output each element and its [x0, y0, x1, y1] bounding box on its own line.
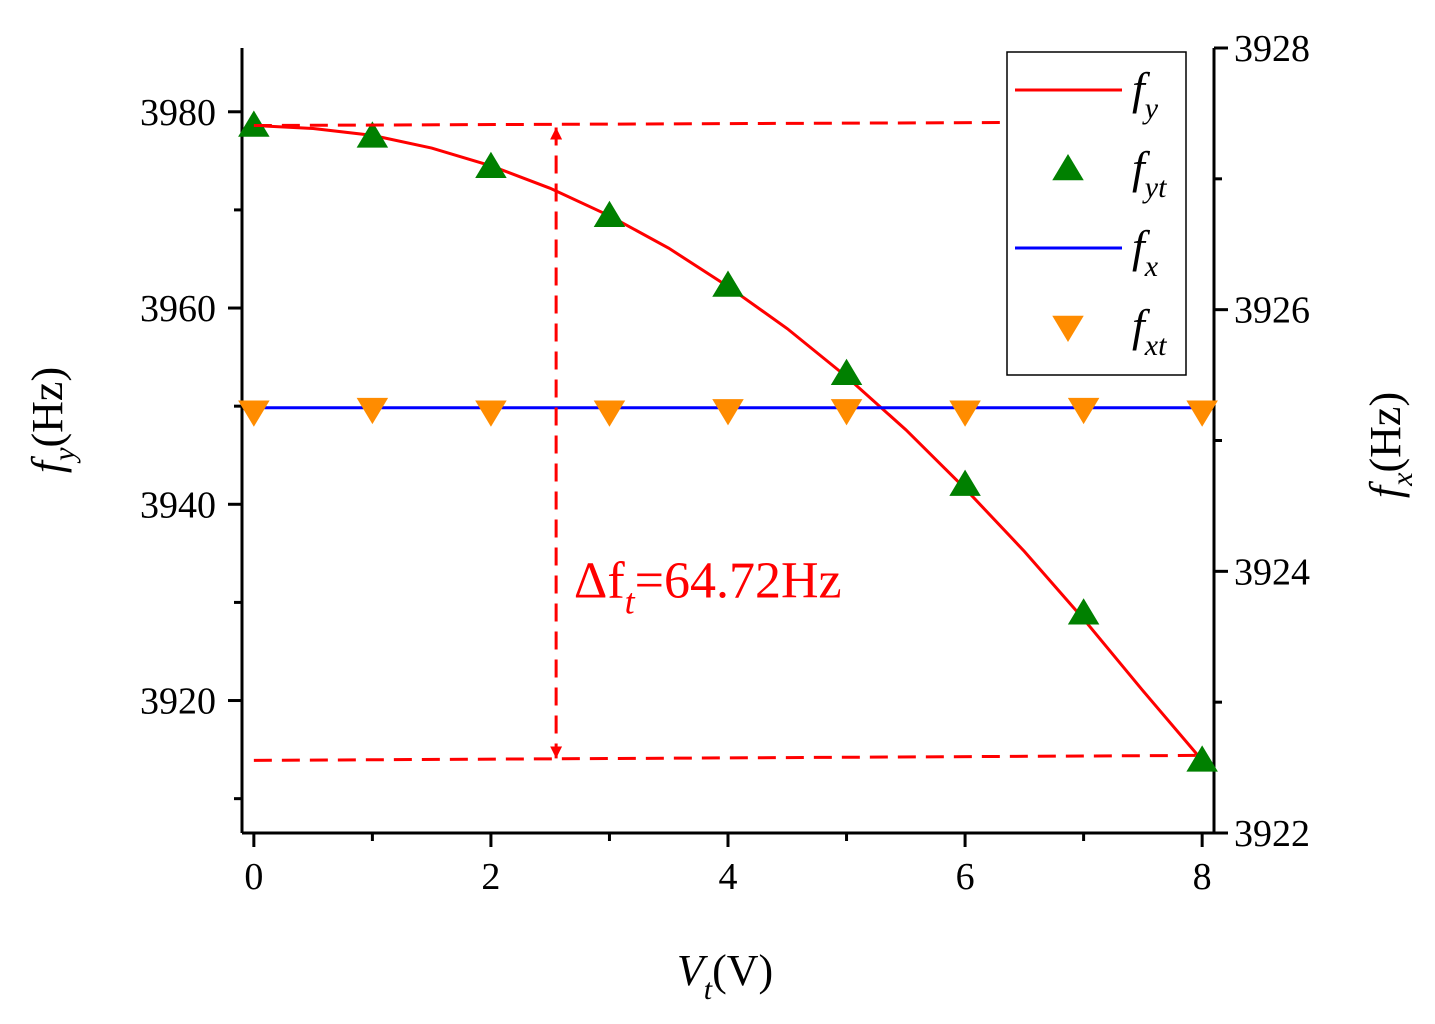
y-left-tick-label: 3920: [140, 681, 216, 723]
data-point-fyt: [356, 121, 389, 148]
series-fxt: [238, 397, 1218, 427]
data-point-fyt: [238, 110, 270, 137]
x-tick-label: 6: [956, 856, 975, 898]
x-tick-label: 4: [719, 856, 738, 898]
y-axis-left-label: fy(Hz): [23, 367, 81, 473]
data-point-fxt: [712, 399, 744, 426]
data-point-fxt: [830, 399, 863, 426]
legend-swatch-fxt: [1052, 315, 1084, 342]
y-right-tick-label: 3924: [1234, 551, 1310, 593]
y-left-tick-label: 3940: [140, 484, 216, 526]
x-axis-label-sub: t: [704, 973, 713, 1006]
upper-dashed-line: [253, 121, 1006, 128]
y-axis-left-label-sub: y: [48, 447, 81, 464]
legend-label-sub: y: [1142, 92, 1159, 125]
series-fyt: [238, 110, 1218, 772]
lower-dashed-line: [253, 753, 1203, 762]
data-point-fxt: [593, 400, 626, 427]
data-point-fyt: [593, 200, 626, 228]
y-left-tick-label: 3960: [140, 288, 216, 330]
data-point-fxt: [475, 400, 507, 427]
data-point-fxt: [949, 400, 981, 427]
series-layer: [238, 110, 1218, 772]
y-right-tick-label: 3928: [1234, 28, 1310, 70]
legend-box: [1006, 51, 1187, 376]
data-point-fxt: [356, 397, 389, 425]
x-tick-label: 2: [481, 856, 500, 898]
annotation-layer: Δft=64.72Hz: [253, 121, 1203, 762]
axis-ticks: 0 2 4 6 8 3920 3940 3960 3980 3922 3924 3926 3928: [140, 28, 1310, 898]
delta-annotation: Δft=64.72Hz: [574, 553, 842, 622]
data-point-fyt: [949, 469, 981, 496]
x-axis-label-main: V: [677, 946, 709, 995]
delta-annotation-main: Δf: [574, 553, 625, 610]
x-axis-label: Vt(V): [677, 946, 773, 1006]
data-point-fxt: [1067, 397, 1100, 425]
y-axis-right-label-unit: (Hz): [1361, 392, 1410, 473]
y-axis-right-label: fx(Hz): [1361, 392, 1419, 498]
y-axis-right-label-sub: x: [1386, 472, 1419, 487]
delta-annotation-sub: t: [625, 582, 636, 622]
legend-label-sub: xt: [1144, 329, 1167, 362]
data-point-fyt: [830, 358, 863, 386]
data-point-fyt: [712, 270, 744, 297]
y-right-tick-label: 3926: [1234, 290, 1310, 332]
data-point-fyt: [1067, 598, 1100, 625]
y-left-tick-label: 3980: [140, 92, 216, 134]
data-point-fxt: [238, 400, 270, 427]
delta-annotation-rest: =64.72Hz: [635, 553, 842, 610]
legend-label-sub: yt: [1142, 171, 1167, 204]
y-right-tick-label: 3922: [1234, 813, 1310, 855]
legend-swatch-fyt: [1052, 154, 1084, 181]
x-axis-label-unit: (V): [712, 946, 773, 995]
data-point-fxt: [1186, 400, 1218, 427]
data-point-fyt: [1186, 745, 1218, 772]
legend-label-sub: x: [1144, 250, 1159, 283]
x-tick-label: 0: [244, 856, 263, 898]
y-axis-left-label-unit: (Hz): [23, 367, 72, 448]
data-point-fyt: [475, 151, 507, 178]
x-tick-label: 8: [1193, 856, 1212, 898]
